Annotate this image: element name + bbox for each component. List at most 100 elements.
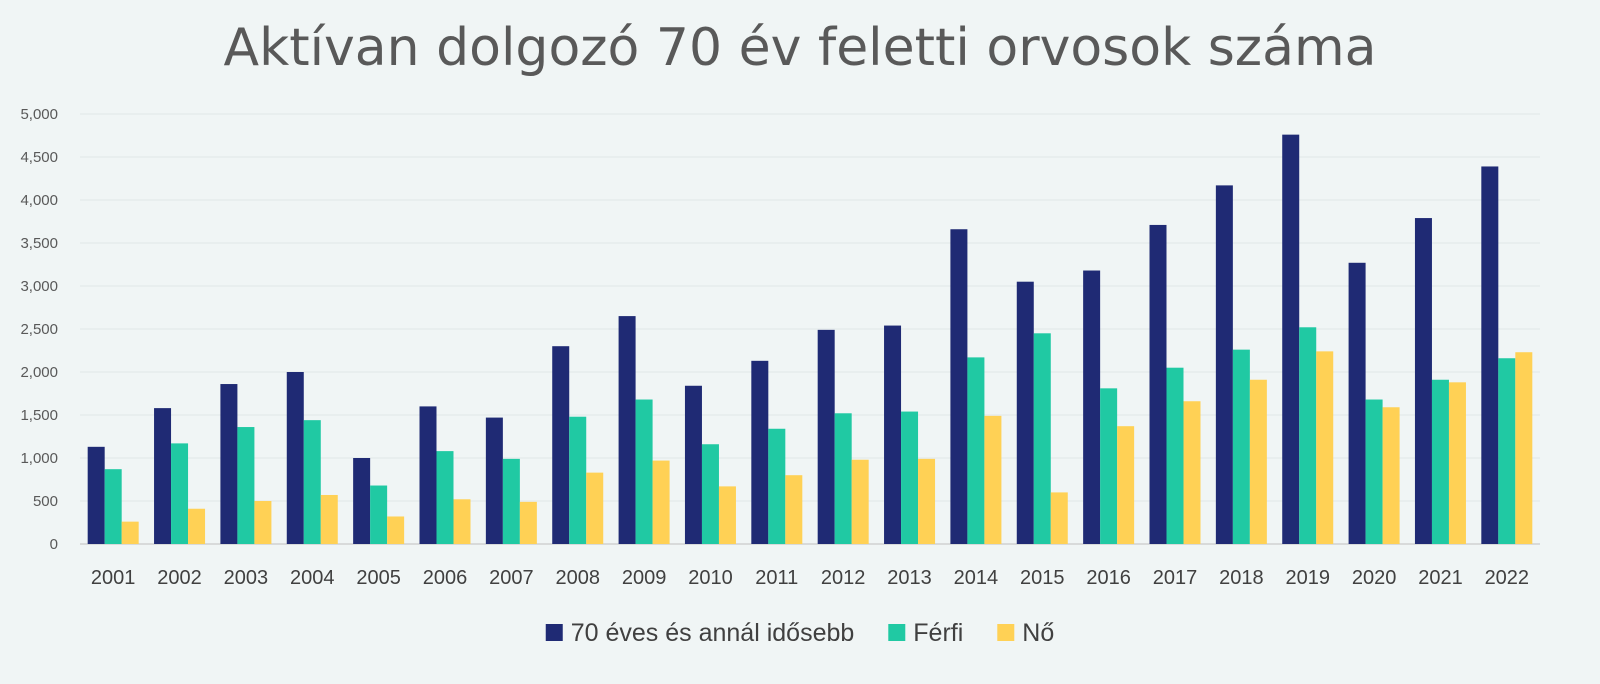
bar-series-3: [1183, 401, 1201, 544]
bar-series-1: [1481, 166, 1499, 544]
bar-series-3: [586, 472, 604, 544]
bar-series-2: [502, 458, 520, 544]
bar-series-3: [519, 501, 537, 544]
bar-series-2: [370, 485, 388, 544]
bar-series-1: [286, 372, 304, 544]
legend-swatch: [545, 624, 563, 641]
bar-series-2: [635, 399, 653, 544]
bar-series-3: [387, 516, 405, 544]
bar-series-1: [154, 408, 172, 544]
bar-series-2: [569, 416, 587, 544]
bar-series-2: [1100, 388, 1118, 544]
legend-swatch: [997, 624, 1015, 641]
bar-series-3: [1448, 382, 1466, 544]
x-tick-label: 2008: [555, 567, 600, 589]
x-tick-label: 2022: [1485, 567, 1530, 589]
bar-series-3: [785, 475, 803, 544]
bar-series-3: [188, 508, 206, 544]
bar-series-3: [1382, 407, 1400, 544]
bar-series-1: [87, 446, 105, 544]
y-tick-label: 4,000: [20, 192, 58, 209]
y-tick-label: 1,000: [20, 450, 58, 467]
bar-series-3: [918, 458, 936, 544]
y-tick-label: 3,000: [20, 278, 58, 295]
legend-label: Nő: [1022, 619, 1054, 647]
bar-series-2: [303, 420, 321, 544]
x-tick-label: 2007: [489, 567, 534, 589]
x-tick-label: 2013: [887, 567, 932, 589]
bar-series-2: [768, 428, 786, 544]
x-tick-label: 2015: [1020, 567, 1065, 589]
y-tick-label: 1,500: [20, 407, 58, 424]
bar-series-2: [1232, 349, 1250, 544]
bar-series-3: [320, 494, 338, 544]
bars: [87, 134, 1533, 545]
bar-series-2: [1498, 358, 1516, 544]
bar-series-3: [1515, 352, 1533, 544]
bar-series-1: [751, 360, 769, 544]
x-tick-label: 2011: [755, 567, 798, 589]
y-tick-label: 2,000: [20, 364, 58, 381]
x-tick-label: 2001: [91, 567, 136, 589]
bar-series-1: [419, 406, 437, 544]
bar-series-3: [453, 499, 471, 544]
x-axis-ticks: 2001 2002 2003 2004 2005 2006 2007 2008 2009 2010…: [91, 567, 1529, 589]
bar-series-1: [950, 229, 968, 545]
bar-series-1: [1016, 281, 1034, 544]
x-tick-label: 2017: [1153, 567, 1198, 589]
bar-series-2: [1033, 333, 1051, 544]
bar-series-1: [1149, 224, 1167, 544]
bar-series-3: [1050, 492, 1068, 544]
bar-series-1: [220, 384, 238, 544]
x-tick-label: 2020: [1352, 567, 1397, 589]
bar-series-3: [1117, 426, 1135, 544]
bar-series-1: [817, 329, 835, 544]
legend-label: 70 éves és annál idősebb: [571, 619, 855, 647]
y-tick-label: 3,500: [20, 235, 58, 252]
bar-series-3: [984, 415, 1002, 544]
x-tick-label: 2016: [1086, 567, 1131, 589]
bar-series-2: [1299, 327, 1317, 544]
bar-series-2: [701, 444, 719, 544]
bar-series-1: [552, 346, 570, 544]
x-tick-label: 2003: [224, 567, 269, 589]
bar-series-2: [901, 411, 919, 544]
x-tick-label: 2006: [423, 567, 468, 589]
y-tick-label: 4,500: [20, 149, 58, 166]
bar-series-2: [967, 357, 985, 544]
bar-series-1: [684, 385, 702, 544]
bar-series-1: [1348, 262, 1366, 544]
bar-series-3: [121, 521, 139, 544]
legend-swatch: [888, 624, 906, 641]
bar-series-2: [1365, 399, 1383, 544]
legend: 70 éves és annál idősebb Férfi Nő: [545, 619, 1054, 647]
bar-series-1: [1083, 270, 1101, 544]
y-tick-label: 500: [33, 493, 58, 510]
bar-series-1: [1414, 218, 1432, 544]
x-tick-label: 2009: [622, 567, 667, 589]
bar-series-3: [1249, 379, 1267, 544]
x-tick-label: 2014: [954, 567, 999, 589]
bar-series-1: [1282, 134, 1300, 544]
y-tick-label: 5,000: [20, 106, 58, 123]
x-tick-label: 2018: [1219, 567, 1264, 589]
bar-series-2: [104, 469, 122, 544]
x-tick-label: 2002: [157, 567, 202, 589]
bar-series-1: [353, 458, 371, 544]
x-tick-label: 2005: [356, 567, 401, 589]
y-tick-label: 2,500: [20, 321, 58, 338]
bar-series-1: [884, 325, 902, 544]
bar-series-2: [1166, 367, 1184, 544]
bar-series-2: [237, 427, 255, 544]
chart-title: Aktívan dolgozó 70 év feletti orvosok sz…: [223, 18, 1377, 78]
y-tick-label: 0: [50, 536, 58, 553]
x-tick-label: 2004: [290, 567, 335, 589]
bar-series-1: [485, 417, 503, 544]
x-tick-label: 2021: [1418, 567, 1463, 589]
y-axis-ticks: 0 500 1,000 1,500 2,000 2,500 3,000 3,500 4,000 4…: [20, 106, 58, 553]
bar-series-2: [171, 443, 189, 544]
legend-label: Férfi: [913, 619, 963, 647]
bar-series-3: [652, 460, 670, 544]
